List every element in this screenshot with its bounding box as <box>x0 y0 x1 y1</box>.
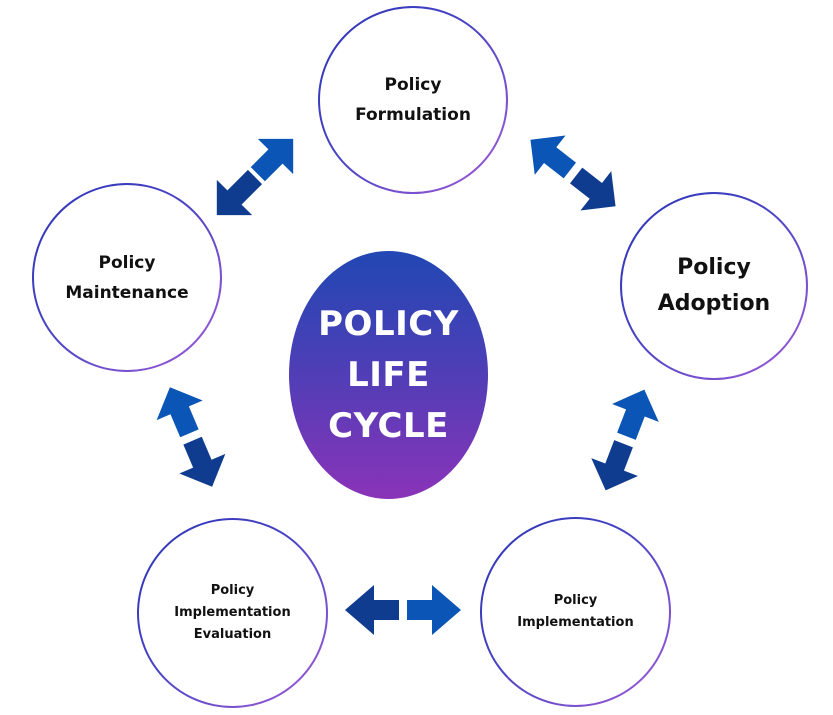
node-label-line-2: Implementation <box>174 605 291 620</box>
arrow-adoption-implementation <box>591 389 659 491</box>
node-label-line-1: Policy <box>384 75 442 95</box>
arrow-head-implementation-side <box>407 585 461 635</box>
center-title-line-1: POLICY <box>318 303 459 344</box>
node-label-line-3: Evaluation <box>193 627 272 642</box>
arrow-head-maintenance-side <box>156 387 203 438</box>
node-label-line-2: Adoption <box>657 291 771 316</box>
arrow-head-maintenance-side <box>216 169 263 216</box>
node-policy-implementation-evaluation: Policy Implementation Evaluation <box>137 518 328 708</box>
node-label-line-1: Policy <box>210 583 255 598</box>
arrow-head-implementation-side <box>591 440 638 491</box>
node-label-line-2: Formulation <box>355 105 471 125</box>
node-label-line-2: Implementation <box>517 615 634 630</box>
node-label-line-1: Policy <box>677 255 751 280</box>
arrow-head-formulation-side <box>530 135 577 179</box>
node-label-line-1: Policy <box>553 593 598 608</box>
node-label-line-2: Maintenance <box>65 282 189 303</box>
arrow-head-adoption-side <box>612 389 659 440</box>
arrow-formulation-adoption <box>530 135 616 211</box>
center-title-line-3: CYCLE <box>328 405 449 446</box>
arrow-maintenance-evaluation <box>156 387 226 487</box>
arrow-evaluation-implementation <box>345 585 461 635</box>
arrow-head-formulation-side <box>250 138 294 182</box>
center-title: POLICY LIFE CYCLE <box>318 299 459 452</box>
node-label-line-1: Policy <box>98 252 156 273</box>
arrow-head-evaluation-side <box>345 585 399 635</box>
center-title-line-2: LIFE <box>347 354 430 395</box>
arrow-head-adoption-side <box>569 167 616 211</box>
node-policy-adoption: Policy Adoption <box>620 192 808 380</box>
arrow-head-evaluation-side <box>179 436 226 487</box>
center-circle: POLICY LIFE CYCLE <box>289 251 488 499</box>
arrow-formulation-maintenance <box>216 138 294 216</box>
node-policy-implementation: Policy Implementation <box>480 517 671 707</box>
node-policy-formulation: Policy Formulation <box>318 6 508 194</box>
node-policy-maintenance: Policy Maintenance <box>32 183 222 372</box>
